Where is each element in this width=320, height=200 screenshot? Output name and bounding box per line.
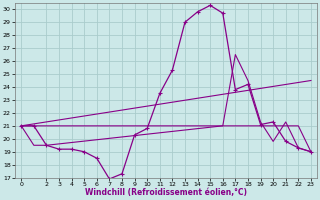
X-axis label: Windchill (Refroidissement éolien,°C): Windchill (Refroidissement éolien,°C) [85,188,247,197]
